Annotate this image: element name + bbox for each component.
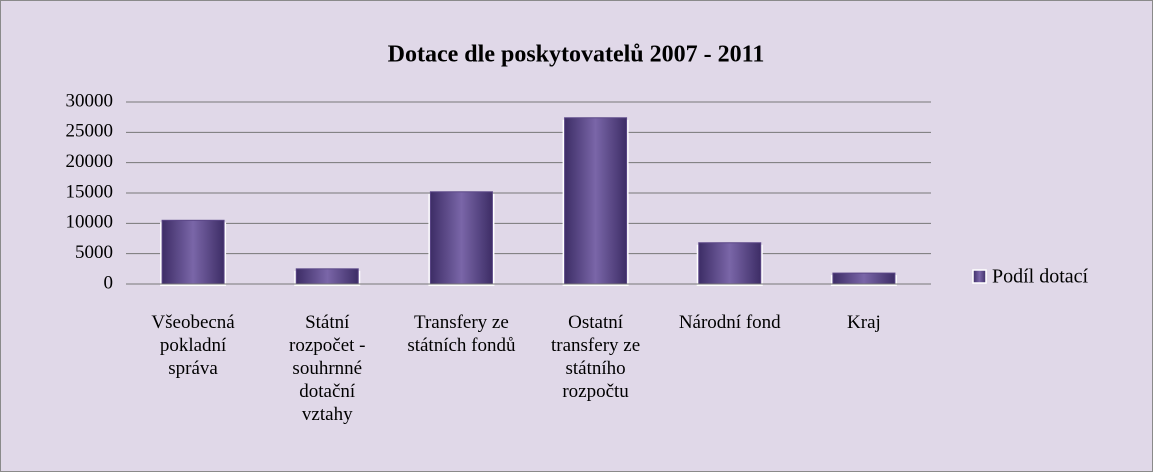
y-tick-label: 0 (104, 272, 114, 293)
y-tick-label: 20000 (66, 151, 114, 172)
y-tick-label: 10000 (66, 212, 114, 233)
y-tick-label: 5000 (75, 242, 113, 263)
bar (832, 272, 896, 285)
y-tick-label: 25000 (66, 121, 114, 142)
y-tick-label: 30000 (66, 90, 114, 111)
x-tick-label: Všeobecná pokladní správa (151, 312, 235, 379)
bar (429, 191, 493, 285)
bar (698, 242, 762, 285)
x-tick-label: Kraj (847, 312, 881, 333)
legend-label: Podíl dotací (992, 266, 1089, 288)
chart-title: Dotace dle poskytovatelů 2007 - 2011 (388, 42, 765, 68)
legend-swatch (972, 269, 987, 284)
x-tick-label: Národní fond (678, 312, 781, 333)
x-tick-label: Státní rozpočet - souhrnné dotační vztah… (289, 312, 366, 425)
x-tick-label: Transfery ze státních fondů (407, 312, 516, 356)
y-tick-label: 15000 (66, 181, 114, 202)
bar (564, 117, 628, 285)
bar (295, 268, 359, 285)
x-tick-label: Ostatní transfery ze státního rozpočtu (551, 312, 641, 402)
bar (161, 219, 225, 285)
